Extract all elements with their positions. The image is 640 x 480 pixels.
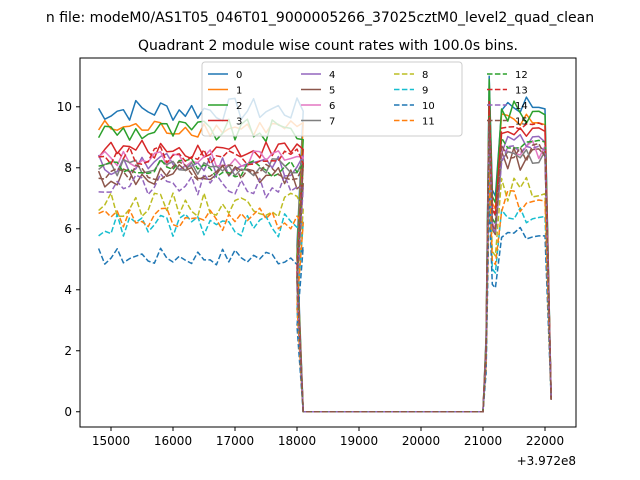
x-tick-label: 17000 — [216, 434, 254, 448]
legend-label: 14 — [515, 101, 528, 112]
series-line-14 — [98, 127, 552, 413]
legend-label: 4 — [329, 70, 335, 81]
series-line-15 — [98, 121, 552, 413]
legend-label: 3 — [236, 117, 242, 128]
y-tick-label: 2 — [64, 344, 72, 358]
legend-label: 1 — [236, 86, 242, 97]
y-tick-label: 4 — [64, 283, 72, 297]
legend-label: 0 — [236, 70, 242, 81]
legend-label: 11 — [422, 117, 435, 128]
legend-label: 2 — [236, 101, 242, 112]
x-tick-label: 16000 — [154, 434, 192, 448]
figure-suptitle: n file: modeM0/AS1T05_046T01_9000005266_… — [46, 10, 594, 26]
chart-title: Quadrant 2 module wise count rates with … — [138, 38, 518, 54]
series-line-13 — [98, 99, 552, 413]
y-axis: 0 2 4 6 8 10 — [57, 100, 80, 419]
x-axis: 15000 16000 17000 18000 19000 20000 21000 22000 — [92, 427, 564, 448]
x-tick-label: 15000 — [92, 434, 130, 448]
series-line-11 — [98, 167, 552, 413]
x-axis-offset-label: +3.972e8 — [517, 454, 576, 468]
series-line-8 — [98, 151, 552, 413]
y-tick-label: 10 — [57, 100, 72, 114]
x-tick-label: 18000 — [278, 434, 316, 448]
legend-label: 10 — [422, 101, 435, 112]
y-tick-label: 0 — [64, 405, 72, 419]
y-tick-label: 8 — [64, 161, 72, 175]
series-line-9 — [98, 179, 552, 413]
legend-label: 8 — [422, 70, 428, 81]
legend-frame — [201, 61, 463, 137]
legend-label: 13 — [515, 86, 528, 97]
legend-label: 6 — [329, 101, 335, 112]
y-tick-label: 6 — [64, 222, 72, 236]
plot-area-frame — [79, 57, 577, 428]
x-tick-label: 20000 — [402, 434, 440, 448]
legend-label: 9 — [422, 86, 428, 97]
x-tick-label: 19000 — [340, 434, 378, 448]
legend-label: 5 — [329, 86, 335, 97]
legend-label: 12 — [515, 70, 528, 81]
x-tick-label: 22000 — [526, 434, 564, 448]
x-tick-label: 21000 — [464, 434, 502, 448]
legend-label: 7 — [329, 117, 335, 128]
legend-label: 15 — [515, 117, 528, 128]
series-line-10 — [97, 197, 552, 413]
